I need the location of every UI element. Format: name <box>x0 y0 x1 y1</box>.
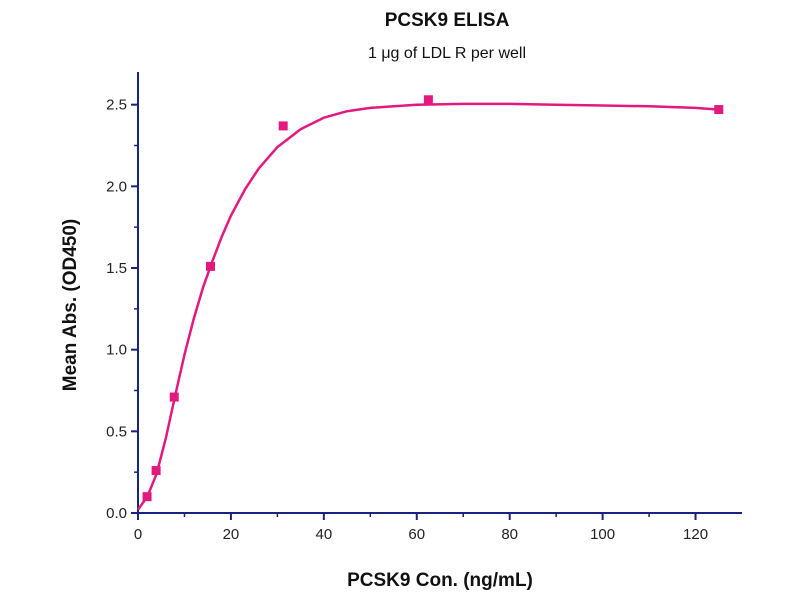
data-point <box>714 105 724 115</box>
x-tick-label: 0 <box>134 526 142 543</box>
x-tick-label: 40 <box>316 526 333 543</box>
y-tick-label: 2.5 <box>106 97 127 114</box>
y-tick-label: 0.0 <box>106 505 127 522</box>
x-tick-label: 80 <box>501 526 518 543</box>
fit-curve-line <box>136 102 719 511</box>
data-point <box>169 392 179 402</box>
y-tick-label: 2.0 <box>106 178 127 195</box>
y-tick-label: 1.5 <box>106 260 127 277</box>
data-point <box>142 492 152 502</box>
chart-title: PCSK9 ELISA <box>385 10 510 31</box>
data-point <box>278 121 288 131</box>
x-tick-label: 20 <box>223 526 240 543</box>
y-tick-label: 1.0 <box>106 342 127 359</box>
data-point <box>205 261 215 271</box>
axes: 0 20 40 60 80 100 120 0.0 0.5 1.0 1.5 2.0 2.5 <box>106 72 742 543</box>
data-point <box>423 95 433 105</box>
y-tick-label: 0.5 <box>106 423 127 440</box>
x-axis-title: PCSK9 Con. (ng/mL) <box>347 570 533 591</box>
chart-subtitle: 1 μg of LDL R per well <box>368 45 526 62</box>
x-tick-label: 60 <box>408 526 425 543</box>
x-tick-label: 100 <box>590 526 615 543</box>
data-point <box>151 466 161 476</box>
y-axis-title: Mean Abs. (OD450) <box>60 219 81 391</box>
x-tick-label: 120 <box>683 526 708 543</box>
fit-curve-layer <box>136 102 719 511</box>
data-points-layer <box>142 95 724 502</box>
